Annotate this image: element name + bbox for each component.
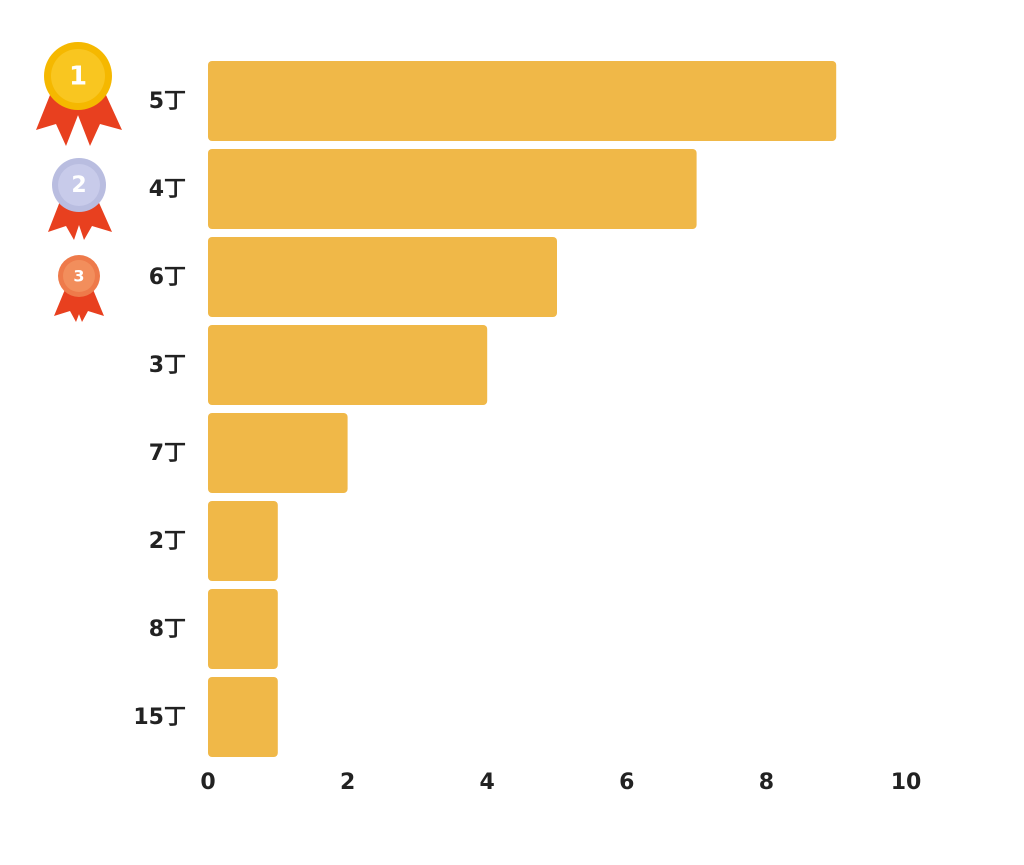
bar bbox=[208, 501, 278, 581]
bar bbox=[208, 589, 278, 669]
y-tick-label: 6丁 bbox=[149, 265, 186, 290]
y-tick-label: 2丁 bbox=[149, 529, 186, 554]
y-tick-label: 8丁 bbox=[149, 617, 186, 642]
medal-label: 2 bbox=[71, 173, 86, 198]
medal-label: 1 bbox=[69, 62, 87, 92]
x-tick-label: 4 bbox=[480, 770, 495, 795]
x-tick-label: 8 bbox=[759, 770, 774, 795]
y-tick-label: 3丁 bbox=[149, 353, 186, 378]
x-tick-label: 6 bbox=[619, 770, 634, 795]
silver-medal bbox=[48, 158, 112, 240]
x-tick-label: 10 bbox=[891, 770, 922, 795]
y-tick-label: 15丁 bbox=[133, 705, 186, 730]
bar bbox=[208, 237, 557, 317]
gold-medal bbox=[36, 42, 122, 146]
bar bbox=[208, 677, 278, 757]
x-tick-label: 0 bbox=[200, 770, 215, 795]
x-tick-label: 2 bbox=[340, 770, 355, 795]
y-tick-label: 4丁 bbox=[149, 177, 186, 202]
bronze-medal bbox=[54, 255, 104, 322]
bar bbox=[208, 61, 837, 141]
bar bbox=[208, 413, 348, 493]
medal-label: 3 bbox=[73, 267, 84, 286]
y-tick-label: 5丁 bbox=[149, 89, 186, 114]
bar bbox=[208, 325, 488, 405]
y-tick-label: 7丁 bbox=[149, 441, 186, 466]
medals: 1 2 3 bbox=[36, 42, 122, 322]
bar bbox=[208, 149, 697, 229]
